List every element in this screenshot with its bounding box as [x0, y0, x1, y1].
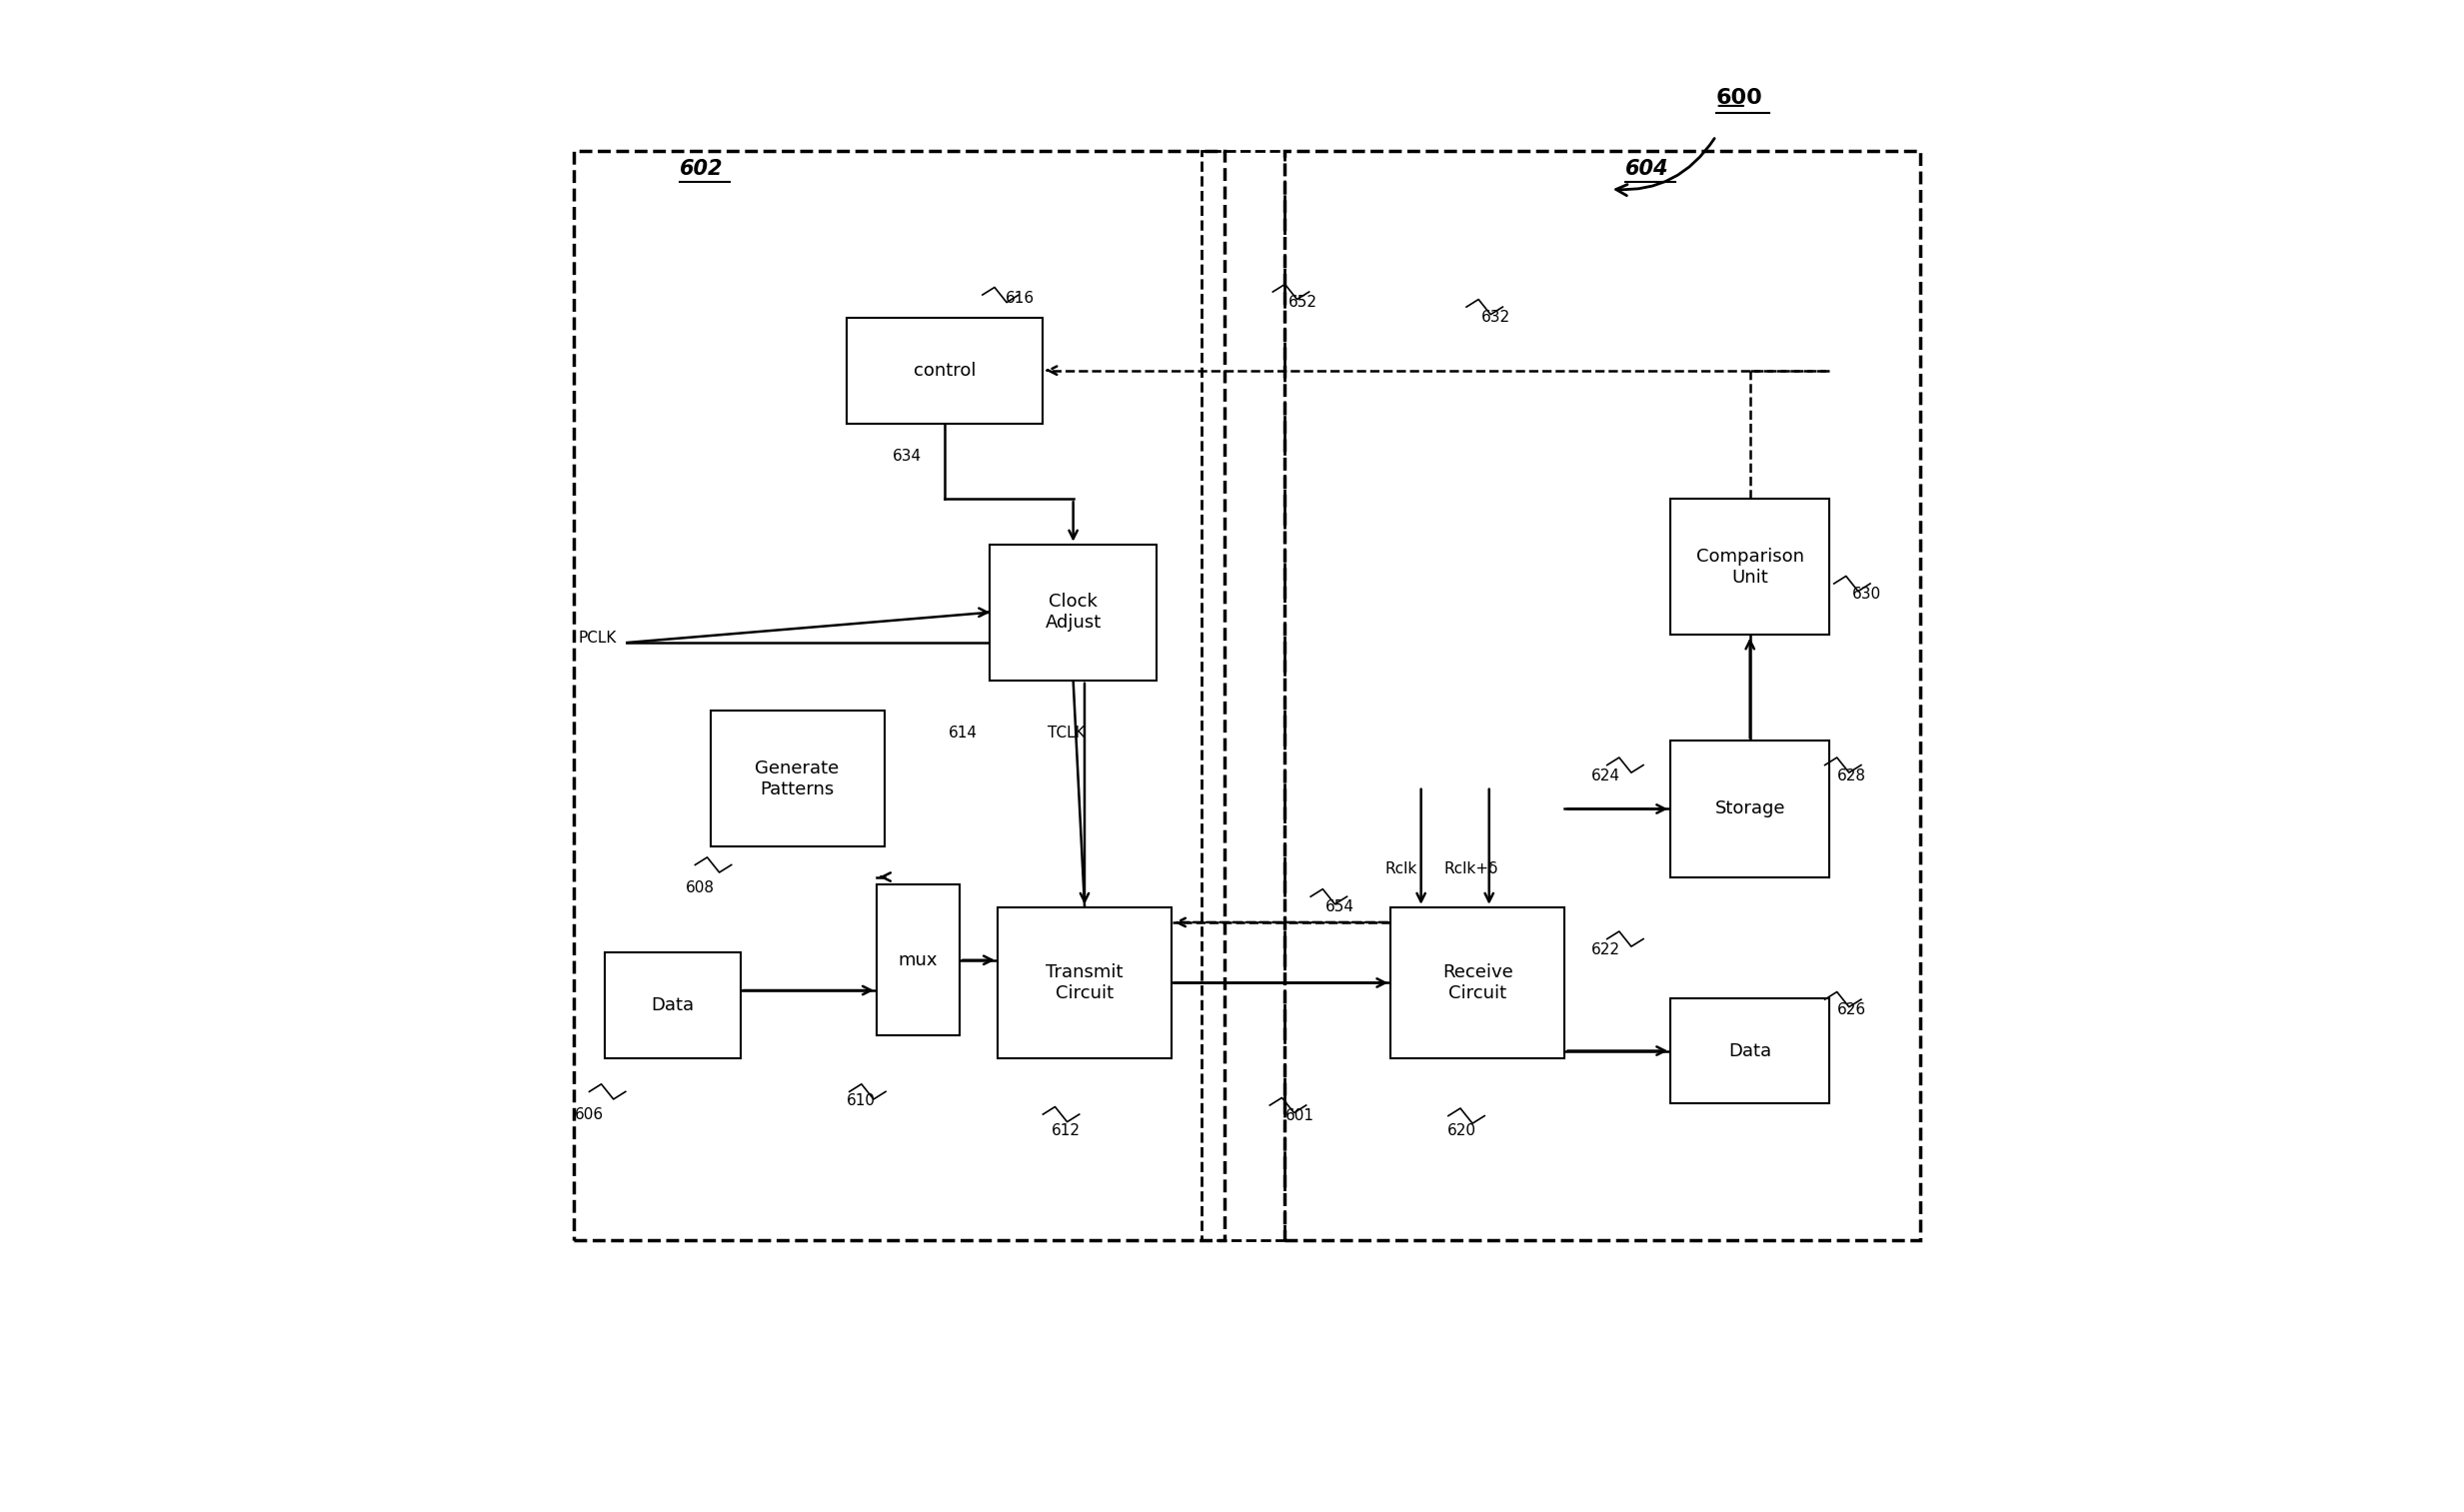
Text: 604: 604 [1626, 159, 1668, 180]
Text: PCLK: PCLK [579, 631, 616, 646]
Text: Comparison
Unit: Comparison Unit [1695, 547, 1804, 587]
Text: Rclk: Rclk [1385, 862, 1417, 877]
Text: Rclk+δ: Rclk+δ [1444, 862, 1498, 877]
Text: 600: 600 [1715, 88, 1762, 109]
Text: 612: 612 [1052, 1123, 1079, 1139]
Text: control: control [914, 361, 976, 380]
FancyBboxPatch shape [1671, 998, 1828, 1104]
Text: Receive
Circuit: Receive Circuit [1441, 963, 1513, 1002]
Text: mux: mux [899, 951, 939, 969]
FancyBboxPatch shape [604, 953, 742, 1058]
Text: 628: 628 [1838, 768, 1865, 783]
Text: 602: 602 [680, 159, 724, 180]
Text: 614: 614 [949, 726, 978, 741]
FancyArrowPatch shape [1616, 139, 1715, 195]
Text: 634: 634 [892, 449, 922, 464]
FancyBboxPatch shape [877, 885, 961, 1036]
FancyBboxPatch shape [991, 544, 1156, 680]
Text: 601: 601 [1284, 1108, 1313, 1123]
Text: 610: 610 [848, 1093, 877, 1108]
Text: Clock
Adjust: Clock Adjust [1045, 593, 1101, 632]
Text: Generate
Patterns: Generate Patterns [754, 759, 840, 798]
Text: 622: 622 [1592, 942, 1621, 957]
Text: Data: Data [650, 996, 695, 1015]
Text: 652: 652 [1289, 295, 1316, 310]
FancyBboxPatch shape [1390, 907, 1565, 1058]
Text: 624: 624 [1592, 768, 1621, 783]
Text: 632: 632 [1481, 310, 1510, 325]
FancyBboxPatch shape [710, 711, 885, 847]
FancyBboxPatch shape [1671, 741, 1828, 877]
FancyBboxPatch shape [998, 907, 1170, 1058]
Text: Data: Data [1727, 1042, 1772, 1060]
Text: 654: 654 [1326, 900, 1355, 915]
Text: Storage: Storage [1715, 800, 1786, 818]
Text: Transmit
Circuit: Transmit Circuit [1045, 963, 1124, 1002]
Text: 606: 606 [574, 1107, 604, 1122]
FancyBboxPatch shape [1671, 499, 1828, 635]
Text: 630: 630 [1853, 587, 1880, 602]
FancyBboxPatch shape [845, 318, 1042, 423]
Text: 626: 626 [1838, 1002, 1865, 1018]
Text: 620: 620 [1446, 1123, 1476, 1139]
Text: TCLK: TCLK [1047, 726, 1084, 741]
Text: 616: 616 [1005, 290, 1035, 305]
Text: 608: 608 [685, 880, 715, 895]
